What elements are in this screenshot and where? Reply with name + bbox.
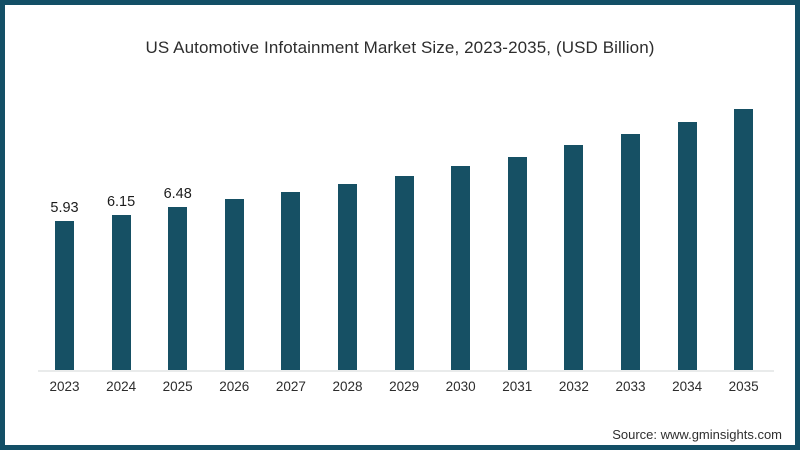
x-axis-labels: 2023 2024 2025 2026 2027 2028 2029 2030 2031 2032… [38,379,774,399]
chart-title: US Automotive Infotainment Market Size, … [145,38,655,57]
x-axis-label-2029: 2029 [389,379,420,394]
bar-2028 [338,184,357,371]
x-axis-label-2030: 2030 [445,379,476,394]
bar-2027 [281,192,301,371]
bar-2024 [111,215,131,371]
bar-2031 [507,157,527,371]
x-axis-label-2023: 2023 [49,379,80,394]
plot-area: 5.93 6.15 6.48 [38,100,774,371]
bar-2033 [621,134,640,371]
x-axis-label-2028: 2028 [332,379,363,394]
x-axis-label-2034: 2034 [672,379,703,394]
bar-2034 [677,122,697,371]
x-axis-label-2033: 2033 [615,379,646,394]
x-axis-label-2031: 2031 [502,379,533,394]
bar-2032 [564,145,584,371]
x-axis-label-2035: 2035 [728,379,759,394]
bar-2035 [734,109,754,371]
bar-value-label-2024: 6.15 [106,194,136,210]
x-axis-label-2027: 2027 [275,379,306,394]
bar-2029 [394,176,414,371]
bar-2023 [55,221,74,371]
x-axis-line [38,370,774,372]
bar-2030 [451,166,471,371]
bar-2025 [168,207,188,371]
source-attribution: Source: www.gminsights.com [612,427,782,442]
bar-2026 [224,199,244,371]
bar-value-label-2025: 6.48 [163,186,192,202]
x-axis-label-2024: 2024 [106,379,137,394]
bar-value-label-2023: 5.93 [50,200,79,216]
x-axis-label-2032: 2032 [558,379,589,394]
x-axis-label-2026: 2026 [219,379,250,394]
x-axis-label-2025: 2025 [162,379,193,394]
